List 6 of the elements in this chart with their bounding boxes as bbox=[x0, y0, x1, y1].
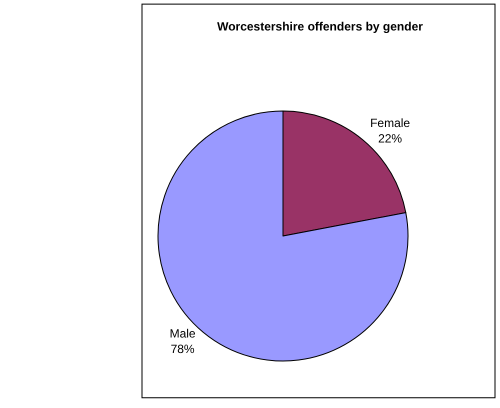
chart-title: Worcestershire offenders by gender bbox=[217, 20, 424, 34]
slice-label: Male bbox=[170, 326, 196, 340]
slice-label: Female bbox=[370, 116, 410, 130]
pie-slice bbox=[158, 110, 408, 362]
data-label: 78% bbox=[170, 342, 195, 356]
data-label: 22% bbox=[378, 132, 402, 146]
